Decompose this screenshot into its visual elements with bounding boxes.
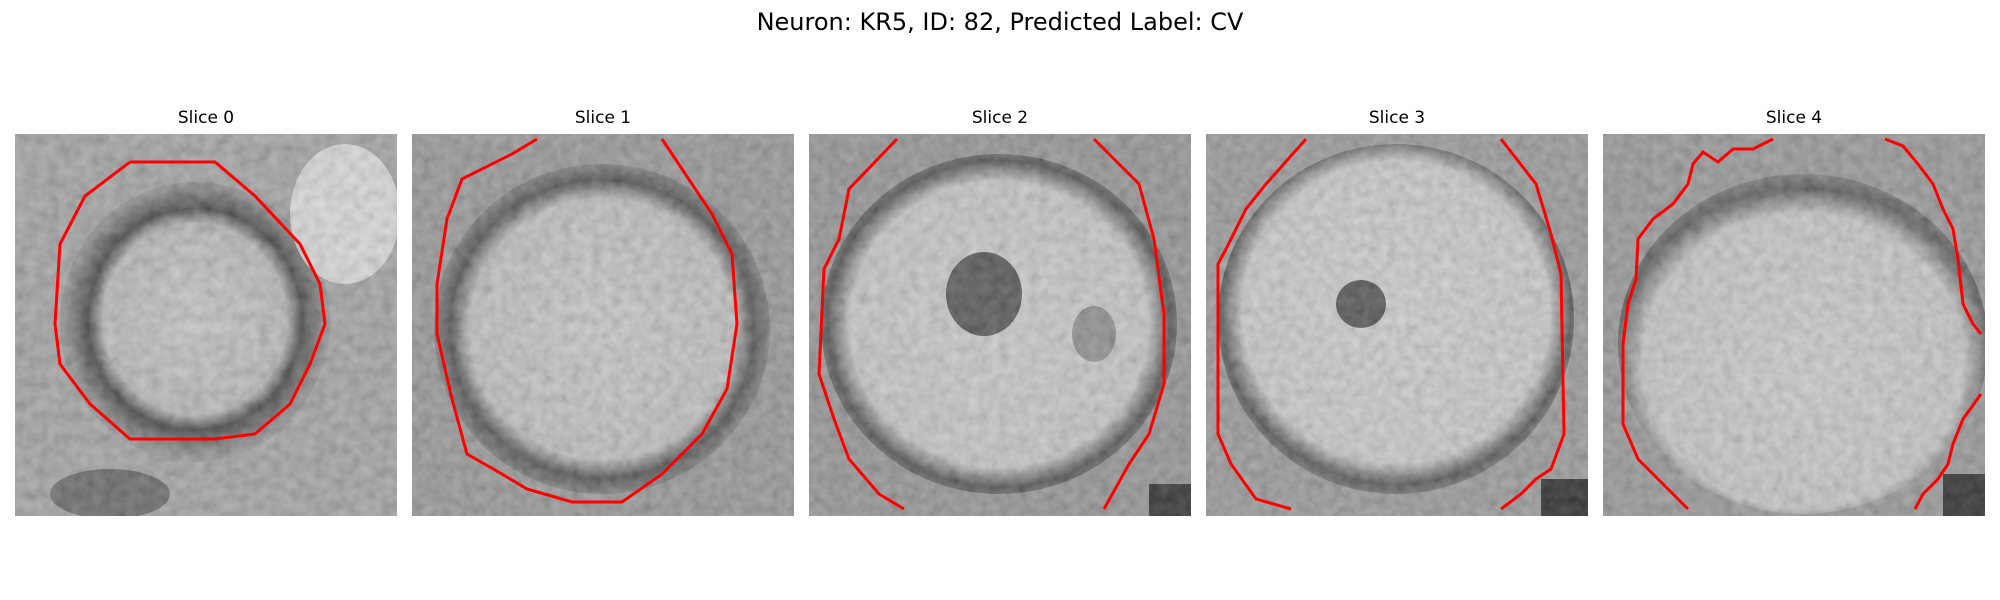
slice-2-panel	[809, 134, 1191, 516]
slice-2-title: Slice 2	[971, 108, 1029, 128]
slice-1-title: Slice 1	[574, 108, 632, 128]
slice-2-contour-left	[817, 137, 905, 511]
figure-title: Neuron: KR5, ID: 82, Predicted Label: CV	[756, 8, 1244, 36]
slice-4-title: Slice 4	[1765, 108, 1823, 128]
slice-1-image	[412, 134, 794, 516]
slice-4-contour-left	[1621, 137, 1774, 511]
slice-2-contour-right	[1092, 137, 1166, 510]
slice-4-contour-right-lower	[1913, 393, 1983, 510]
slice-3-image	[1206, 134, 1588, 516]
slice-3-title: Slice 3	[1368, 108, 1426, 128]
slice-0-panel	[15, 134, 397, 516]
slice-0-contour	[53, 160, 327, 441]
slice-0-image	[15, 134, 397, 516]
slice-4-panel	[1603, 134, 1985, 516]
slice-3-contour-right	[1499, 138, 1566, 511]
slice-1-contour	[435, 137, 739, 504]
slice-2-image	[809, 134, 1191, 516]
slice-3-contour-left	[1216, 138, 1308, 511]
slice-3-panel	[1206, 134, 1588, 516]
slice-4-image	[1603, 134, 1985, 516]
slice-4-contour-right	[1884, 137, 1983, 335]
slice-1-panel	[412, 134, 794, 516]
slice-0-title: Slice 0	[177, 108, 235, 128]
